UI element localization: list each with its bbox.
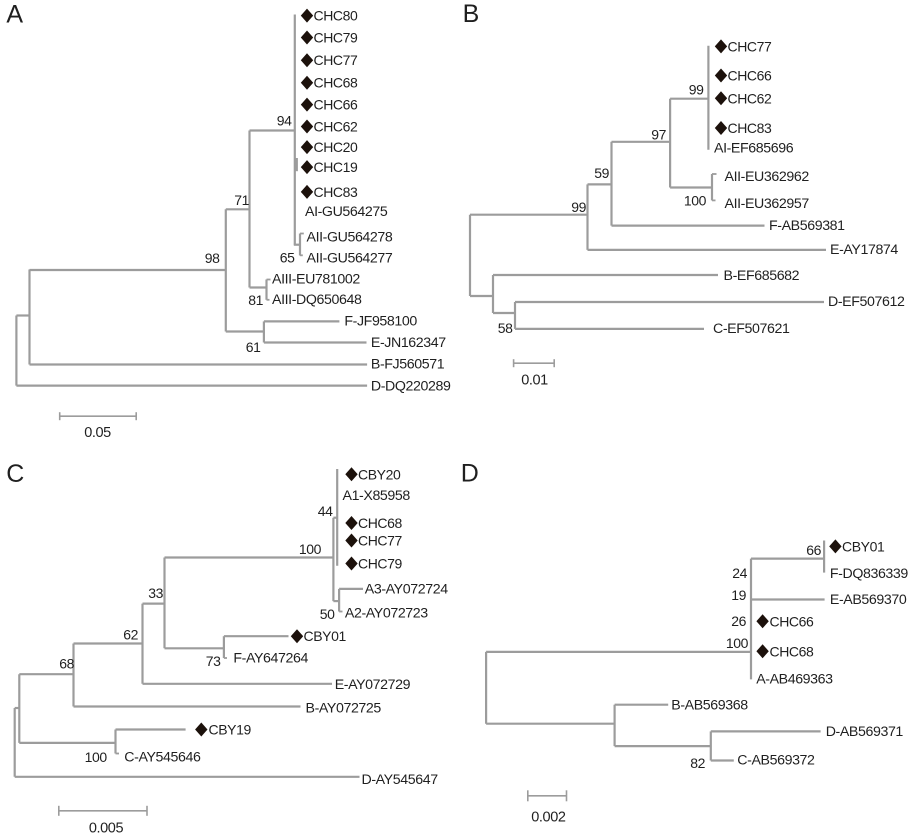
svg-text:C-AY545646: C-AY545646 [124,750,201,766]
svg-text:CBY01: CBY01 [842,538,885,554]
svg-text:E-AB569370: E-AB569370 [830,592,907,608]
svg-text:33: 33 [148,585,163,601]
svg-text:B-AY072725: B-AY072725 [306,700,382,716]
svg-text:CHC79: CHC79 [314,30,359,46]
svg-text:AIII-EU781002: AIII-EU781002 [272,272,360,288]
svg-text:E-AY17874: E-AY17874 [830,242,898,258]
svg-text:100: 100 [299,541,322,557]
svg-text:C: C [6,460,24,488]
svg-text:0.05: 0.05 [84,425,111,441]
svg-text:81: 81 [248,292,263,308]
svg-text:AII-EU362962: AII-EU362962 [725,169,810,185]
svg-text:CHC62: CHC62 [728,90,773,106]
svg-text:CHC19: CHC19 [314,159,359,175]
svg-text:97: 97 [651,127,666,143]
svg-text:100: 100 [684,193,707,209]
svg-text:100: 100 [726,635,749,651]
svg-text:AI-EF685696: AI-EF685696 [714,141,794,157]
svg-text:D-AY545647: D-AY545647 [362,772,439,788]
svg-text:CHC77: CHC77 [358,533,403,549]
svg-text:61: 61 [246,339,261,355]
svg-text:68: 68 [59,656,74,672]
svg-text:0.005: 0.005 [89,820,124,836]
svg-text:CHC80: CHC80 [314,8,359,24]
svg-text:44: 44 [318,503,333,519]
svg-text:E-JN162347: E-JN162347 [371,335,446,351]
svg-text:50: 50 [320,606,335,622]
svg-text:65: 65 [280,249,295,265]
svg-text:CHC68: CHC68 [314,75,359,91]
svg-text:0.01: 0.01 [521,372,548,388]
svg-text:CHC77: CHC77 [728,38,773,54]
svg-text:A3-AY072724: A3-AY072724 [365,581,448,597]
svg-text:CHC83: CHC83 [728,120,773,136]
svg-text:82: 82 [690,755,705,771]
svg-text:F-AB569381: F-AB569381 [769,218,845,234]
svg-text:66: 66 [806,542,821,558]
svg-text:CHC68: CHC68 [358,515,403,531]
svg-text:B-EF685682: B-EF685682 [724,268,800,284]
svg-text:D-EF507612: D-EF507612 [828,294,905,310]
svg-text:CBY01: CBY01 [304,628,347,644]
svg-text:62: 62 [123,627,138,643]
svg-text:C-AB569372: C-AB569372 [737,753,815,769]
svg-text:D: D [461,460,479,488]
svg-text:D-DQ220289: D-DQ220289 [371,378,451,394]
svg-text:100: 100 [85,749,108,765]
svg-text:E-AY072729: E-AY072729 [335,677,411,693]
svg-text:B-AB569368: B-AB569368 [671,698,748,714]
svg-text:A: A [6,1,23,29]
svg-text:99: 99 [689,81,704,97]
svg-text:D-AB569371: D-AB569371 [826,724,904,740]
svg-text:CHC83: CHC83 [314,184,359,200]
svg-text:CBY20: CBY20 [358,466,401,482]
svg-text:CHC79: CHC79 [358,556,403,572]
svg-text:CHC66: CHC66 [770,613,815,629]
svg-text:CHC66: CHC66 [314,97,359,113]
svg-text:C-EF507621: C-EF507621 [713,321,790,337]
svg-text:AII-EU362957: AII-EU362957 [725,196,810,212]
svg-text:CHC20: CHC20 [314,139,359,155]
svg-text:AI-GU564275: AI-GU564275 [305,204,388,220]
svg-text:58: 58 [498,320,513,336]
svg-text:26: 26 [731,613,746,629]
svg-text:A-AB469363: A-AB469363 [756,671,833,687]
svg-text:19: 19 [731,587,746,603]
svg-text:A2-AY072723: A2-AY072723 [345,605,428,621]
svg-text:B-FJ560571: B-FJ560571 [371,357,445,373]
svg-text:73: 73 [206,653,221,669]
svg-text:A1-X85958: A1-X85958 [343,488,411,504]
svg-text:AII-GU564277: AII-GU564277 [307,250,393,266]
svg-text:AII-GU564278: AII-GU564278 [307,229,393,245]
svg-text:99: 99 [571,199,586,215]
svg-text:CHC66: CHC66 [728,68,773,84]
svg-text:F-JF958100: F-JF958100 [344,314,417,330]
svg-text:AIII-DQ650648: AIII-DQ650648 [272,292,362,308]
svg-text:0.002: 0.002 [531,809,566,825]
svg-text:F-DQ836339: F-DQ836339 [830,566,909,582]
svg-text:71: 71 [234,192,249,208]
svg-text:CHC77: CHC77 [314,52,359,68]
svg-text:98: 98 [205,250,220,266]
svg-text:94: 94 [277,112,292,128]
svg-text:CBY19: CBY19 [209,722,252,738]
svg-text:59: 59 [594,165,609,181]
svg-text:F-AY647264: F-AY647264 [233,651,308,667]
svg-text:24: 24 [732,565,747,581]
svg-text:B: B [463,0,480,28]
svg-text:CHC62: CHC62 [314,119,359,135]
svg-text:CHC68: CHC68 [770,643,815,659]
